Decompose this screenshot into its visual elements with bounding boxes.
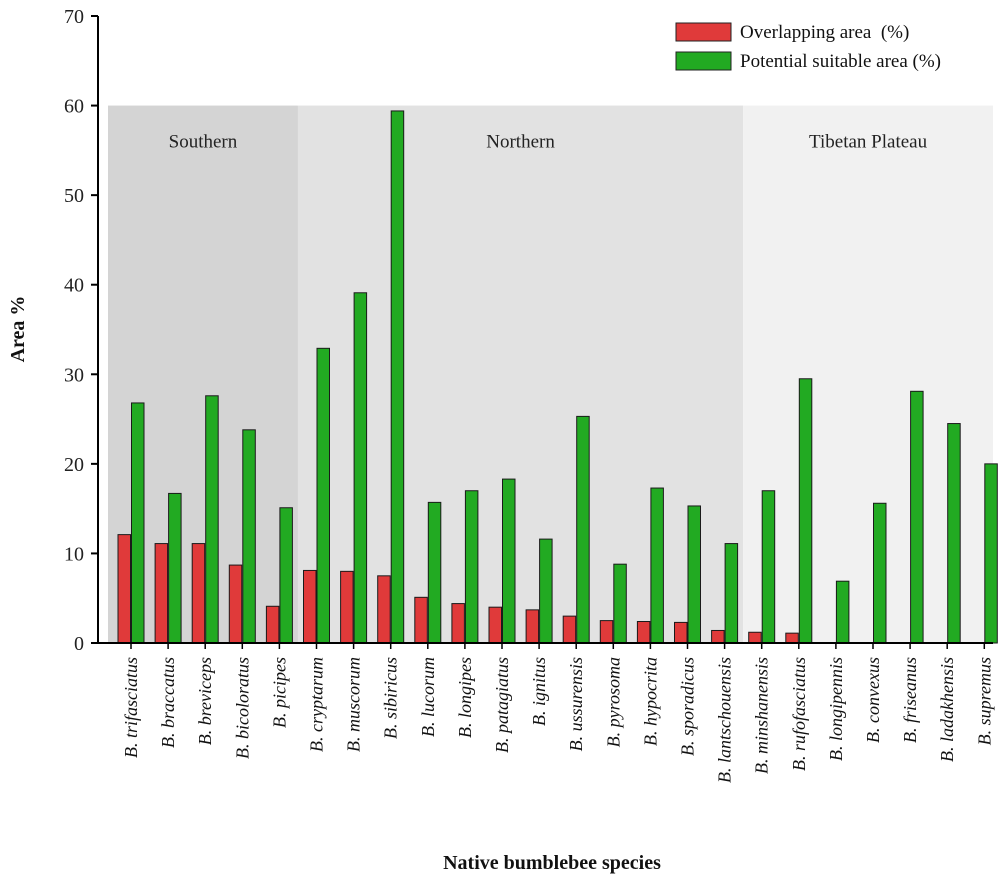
y-tick-label-10: 10	[64, 543, 84, 565]
overlapping-bar-15	[674, 621, 688, 644]
x-tick-label-22: B. ladakhensis	[937, 657, 957, 762]
overlapping-bar-7	[377, 575, 391, 644]
x-tick-label-8: B. lucorum	[418, 657, 438, 737]
region-band-northern	[297, 105, 744, 644]
region-backgrounds: Southern Northern Tibetan Plateau	[108, 105, 993, 644]
x-tick-label-15: B. sporadicus	[678, 657, 698, 756]
overlapping-bar-0	[117, 534, 131, 644]
overlapping-bar-10	[488, 606, 502, 644]
x-tick-label-12: B. ussurensis	[566, 657, 586, 751]
suitable-bar-7	[390, 110, 405, 644]
suitable-bar-12	[576, 415, 590, 644]
suitable-bar-19	[835, 580, 850, 644]
x-tick-label-5: B. cryptarum	[307, 657, 327, 752]
overlapping-bar-18	[785, 632, 799, 644]
suitable-bar-2	[205, 395, 219, 644]
suitable-bar-10	[502, 478, 516, 644]
x-tick-label-21: B. friseanus	[900, 657, 920, 743]
legend-swatch-overlapping	[675, 22, 732, 42]
suitable-bar-16	[724, 543, 739, 644]
overlapping-bar-4	[265, 605, 280, 644]
x-tick-label-6: B. muscorum	[344, 657, 364, 752]
suitable-bar-9	[464, 490, 479, 644]
x-tick-label-19: B. longipennis	[826, 657, 846, 761]
x-tick-label-18: B. rufofasciatus	[789, 657, 809, 771]
axes	[97, 16, 993, 644]
x-tick-label-3: B. bicoloratus	[232, 657, 252, 759]
x-tick-label-16: B. lantschouensis	[715, 657, 735, 783]
y-tick-label-60: 60	[64, 96, 84, 118]
x-tick-label-13: B. pyrosoma	[603, 657, 623, 747]
x-tick-label-10: B. patagiatus	[492, 657, 512, 753]
suitable-bar-1	[168, 492, 182, 644]
x-axis-title: Native bumblebee species	[443, 852, 661, 874]
suitable-bar-14	[650, 487, 664, 644]
overlapping-bar-16	[711, 629, 725, 644]
x-tick-label-9: B. longipes	[455, 657, 475, 738]
x-tick-label-11: B. ignitus	[529, 657, 549, 726]
suitable-bar-22	[947, 423, 961, 644]
legend-label-overlapping: Overlapping area (%)	[740, 22, 909, 43]
x-tick-label-2: B. breviceps	[195, 657, 215, 745]
suitable-bar-15	[687, 505, 701, 644]
overlapping-bar-9	[451, 603, 465, 644]
overlapping-bar-1	[154, 543, 169, 644]
suitable-bar-8	[427, 501, 442, 644]
overlapping-bar-17	[748, 631, 762, 644]
x-tick-label-1: B. braccatus	[158, 657, 178, 748]
suitable-bar-18	[798, 378, 813, 644]
suitable-bar-13	[613, 563, 627, 644]
x-tick-label-17: B. minshanensis	[752, 657, 772, 774]
overlapping-bar-8	[414, 596, 428, 644]
legend-label-potential: Potential suitable area (%)	[740, 51, 941, 72]
y-axis-title: Area %	[7, 296, 29, 363]
suitable-bar-23	[984, 463, 998, 644]
overlapping-bar-3	[228, 564, 243, 644]
suitable-bar-11	[539, 538, 553, 644]
overlapping-bar-14	[636, 621, 651, 644]
x-tick-label-14: B. hypocrita	[640, 657, 660, 746]
suitable-bar-6	[353, 292, 368, 644]
suitable-bar-21	[910, 390, 924, 644]
region-label-northern: Northern	[486, 132, 555, 153]
suitable-bar-0	[131, 402, 145, 644]
overlapping-bar-12	[562, 615, 577, 644]
y-tick-label-40: 40	[64, 275, 84, 297]
x-tick-label-20: B. convexus	[863, 657, 883, 743]
legend-swatch-potential	[675, 51, 732, 71]
suitable-bar-3	[242, 429, 256, 644]
overlapping-bar-2	[191, 543, 206, 644]
bars	[117, 110, 998, 644]
suitable-bar-20	[873, 502, 887, 644]
x-tick-label-0: B. trifasciatus	[121, 657, 141, 758]
legend: Overlapping area (%) Potential suitable …	[675, 22, 941, 72]
x-tick-label-4: B. picipes	[269, 657, 289, 728]
overlapping-bar-6	[340, 570, 354, 644]
suitable-bar-17	[761, 490, 776, 644]
suitable-bar-4	[279, 507, 293, 644]
region-label-tibetan-plateau: Tibetan Plateau	[809, 132, 928, 153]
y-tick-label-0: 0	[74, 633, 84, 655]
y-tick-label-50: 50	[64, 185, 84, 207]
x-tick-label-7: B. sibiricus	[381, 657, 401, 739]
overlapping-bar-5	[303, 569, 317, 644]
y-tick-label-70: 70	[64, 6, 84, 28]
x-tick-label-23: B. supremus	[974, 657, 994, 745]
y-tick-label-30: 30	[64, 364, 84, 386]
overlapping-bar-13	[599, 620, 614, 644]
x-tick-labels: B. trifasciatus B. braccatus B. breviceps B…	[121, 643, 994, 783]
y-tick-label-20: 20	[64, 454, 84, 476]
suitable-bar-5	[316, 347, 330, 644]
y-ticks: 0 10 20 30 40 50 60 70	[64, 6, 98, 655]
overlapping-bar-11	[525, 609, 540, 644]
region-label-southern: Southern	[169, 132, 238, 153]
